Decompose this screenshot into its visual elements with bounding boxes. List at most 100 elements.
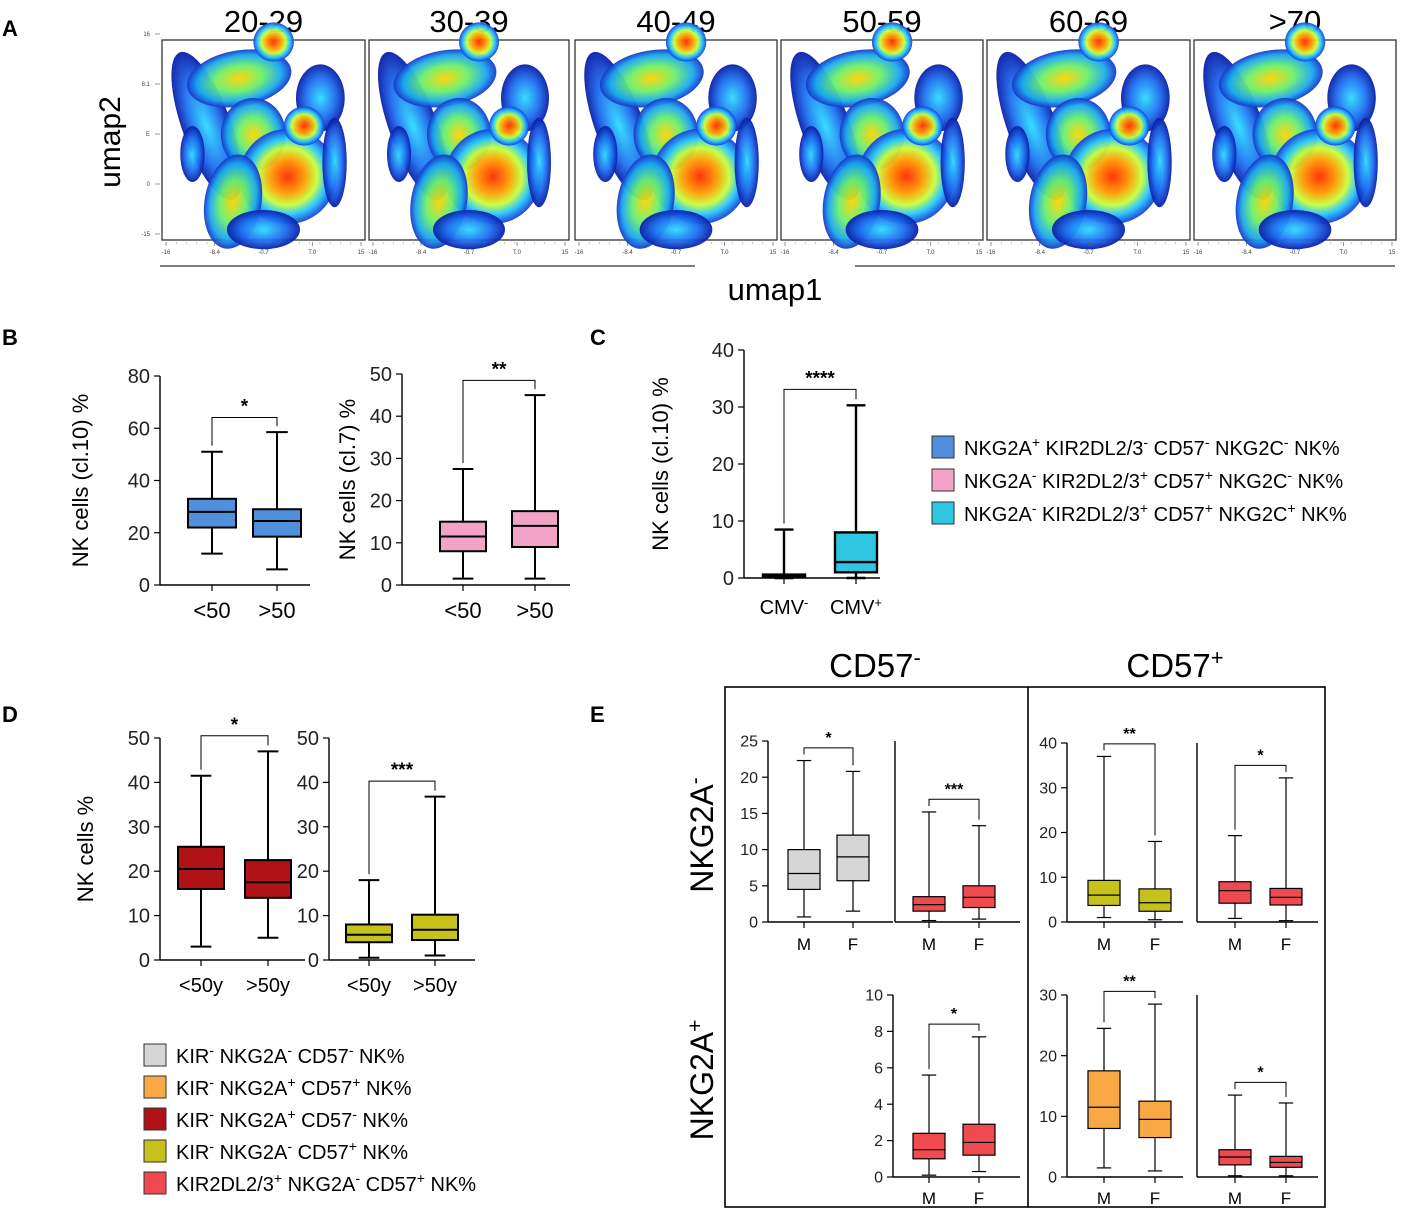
legend-label: NKG2A- KIR2DL2/3+ CD57+ NKG2C- NK% [964,467,1343,493]
y-tick-label: 5 [749,878,758,895]
box-iqr [912,1132,946,1160]
box-M [787,759,821,918]
y-tick-label: 0 [749,915,758,932]
umap-density-cluster [253,22,294,62]
umap-x-tick-label: -0.7 [1290,250,1301,256]
y-tick-label: 20 [128,523,150,545]
umap-x-tick-label: -16 [781,250,790,256]
panel-letter-B: B [2,325,18,350]
box->50 [252,431,302,571]
umap-x-tick-label: T.0 [926,250,935,256]
umap-x-tick-label: T.0 [513,250,522,256]
box-F [836,770,870,912]
umap-density-cluster [871,22,913,62]
umap-density-cluster [857,128,955,225]
box-iqr [1269,887,1303,906]
umap-x-tick-label: -0.7 [671,250,682,256]
significance-bracket [211,417,278,446]
umap-x-tick-label: 15 [358,250,365,256]
umap-x-tick-label: -8.4 [622,250,633,256]
box-M [1218,835,1252,920]
box-M [912,811,946,922]
category-label: M [1097,935,1111,954]
umap-x-tick-label: 15 [1183,250,1190,256]
y-tick-label: 0 [1048,915,1057,932]
legend-label: KIR2DL2/3+ NKG2A- CD57+ NK% [176,1170,476,1196]
box-chart-E1: 0 5 10 15 20 25 M F * [740,730,893,954]
umap-density-cluster [393,49,497,108]
category-label: <50 [444,598,481,623]
legend-label: KIR- NKG2A+ CD57- NK% [176,1106,408,1132]
category-label: >50 [258,598,295,623]
significance-bracket [368,780,436,875]
y-tick-label: 20 [370,491,392,513]
umap-plot-20-29: 20-29-16 -8.4 -0.7 T.0 15 [161,4,366,256]
significance-stars: ** [492,359,507,380]
umap-density-cluster [489,106,529,146]
y-tick-label: 0 [874,1170,883,1187]
umap-x-tick-label: -8.4 [210,250,221,256]
significance-bracket [1234,1081,1287,1097]
umap-x-tick-label: -0.7 [258,250,269,256]
umap-density-cluster [940,117,965,208]
y-tick-label: 20 [128,861,150,883]
category-label: F [974,1189,984,1208]
box-M [1218,1094,1252,1177]
box-chart-E2: M F *** [894,741,1020,954]
y-tick-label: 10 [128,906,150,928]
y-tick-label: 30 [1039,780,1057,797]
umap-x-tick-label: 15 [1389,250,1396,256]
umap-density-cluster [283,106,325,146]
box-chart-C: 0 10 20 30 40 CMV- CMV+ NK cells (cl.10) % **** [648,340,882,619]
box-iqr [962,885,996,909]
significance-bracket [928,798,980,820]
umap-y-tick-label: E [146,132,150,138]
umap-density-cluster [799,126,824,182]
significance-stars: * [951,1006,958,1023]
y-tick-label: 0 [381,575,392,597]
umap-x-tick-label: 15 [770,250,777,256]
y-tick-label: 0 [139,950,150,972]
umap-density-cluster [1258,210,1332,250]
umap-density-cluster [1315,106,1356,146]
box->50y [244,750,292,939]
category-label: M [797,935,811,954]
umap-density-cluster [527,117,551,208]
umap-density-cluster [459,22,499,62]
y-tick-label: 20 [297,861,319,883]
box-iqr [345,923,393,944]
umap-density-cluster [1064,128,1162,225]
box-chart-E5: 0 2 4 6 8 10 M F * [865,988,1020,1208]
legend-swatch [143,1107,167,1131]
umap-density-cluster [1005,126,1030,182]
box-F [1269,777,1303,922]
umap-plot-50-59: 50-59-16 -8.4 -0.7 T.0 15 [780,4,984,256]
significance-stars: ** [1123,973,1136,990]
category-label: CMV+ [830,595,882,620]
y-tick-label: 10 [297,906,319,928]
box-iqr [836,834,870,882]
box-iqr [787,848,821,891]
y-tick-label: 0 [1048,1170,1057,1187]
legend-label: NKG2A+ KIR2DL2/3- CD57- NKG2C- NK% [964,434,1340,460]
significance-stars: **** [805,368,835,389]
umap-plot-40-49: 40-49-16 -8.4 -0.7 T.0 15 [574,4,778,256]
box-<50 [439,467,487,580]
y-tick-label: 60 [128,418,150,440]
umap-density-cluster [665,22,707,62]
box-M [1087,755,1121,919]
y-tick-label: 30 [1039,988,1057,1005]
legend-swatch [143,1043,167,1067]
y-tick-label: 20 [1039,825,1057,842]
y-tick-label: 20 [1039,1048,1057,1065]
y-axis-label: NK cells (cl.10) % [648,377,673,551]
umap-density-cluster [845,210,919,250]
box-F [1269,1102,1303,1177]
y-tick-label: 0 [723,568,734,590]
panel-e-frames: CD57- CD57+ NKG2A- NKG2A+ [684,645,1326,1208]
box-M [912,1074,946,1176]
y-axis-label: NK cells % [73,796,98,902]
y-tick-label: 40 [370,406,392,428]
box-chart-E4: M F * [1196,743,1318,954]
col-header-cd57-pos: CD57+ [1126,645,1223,685]
